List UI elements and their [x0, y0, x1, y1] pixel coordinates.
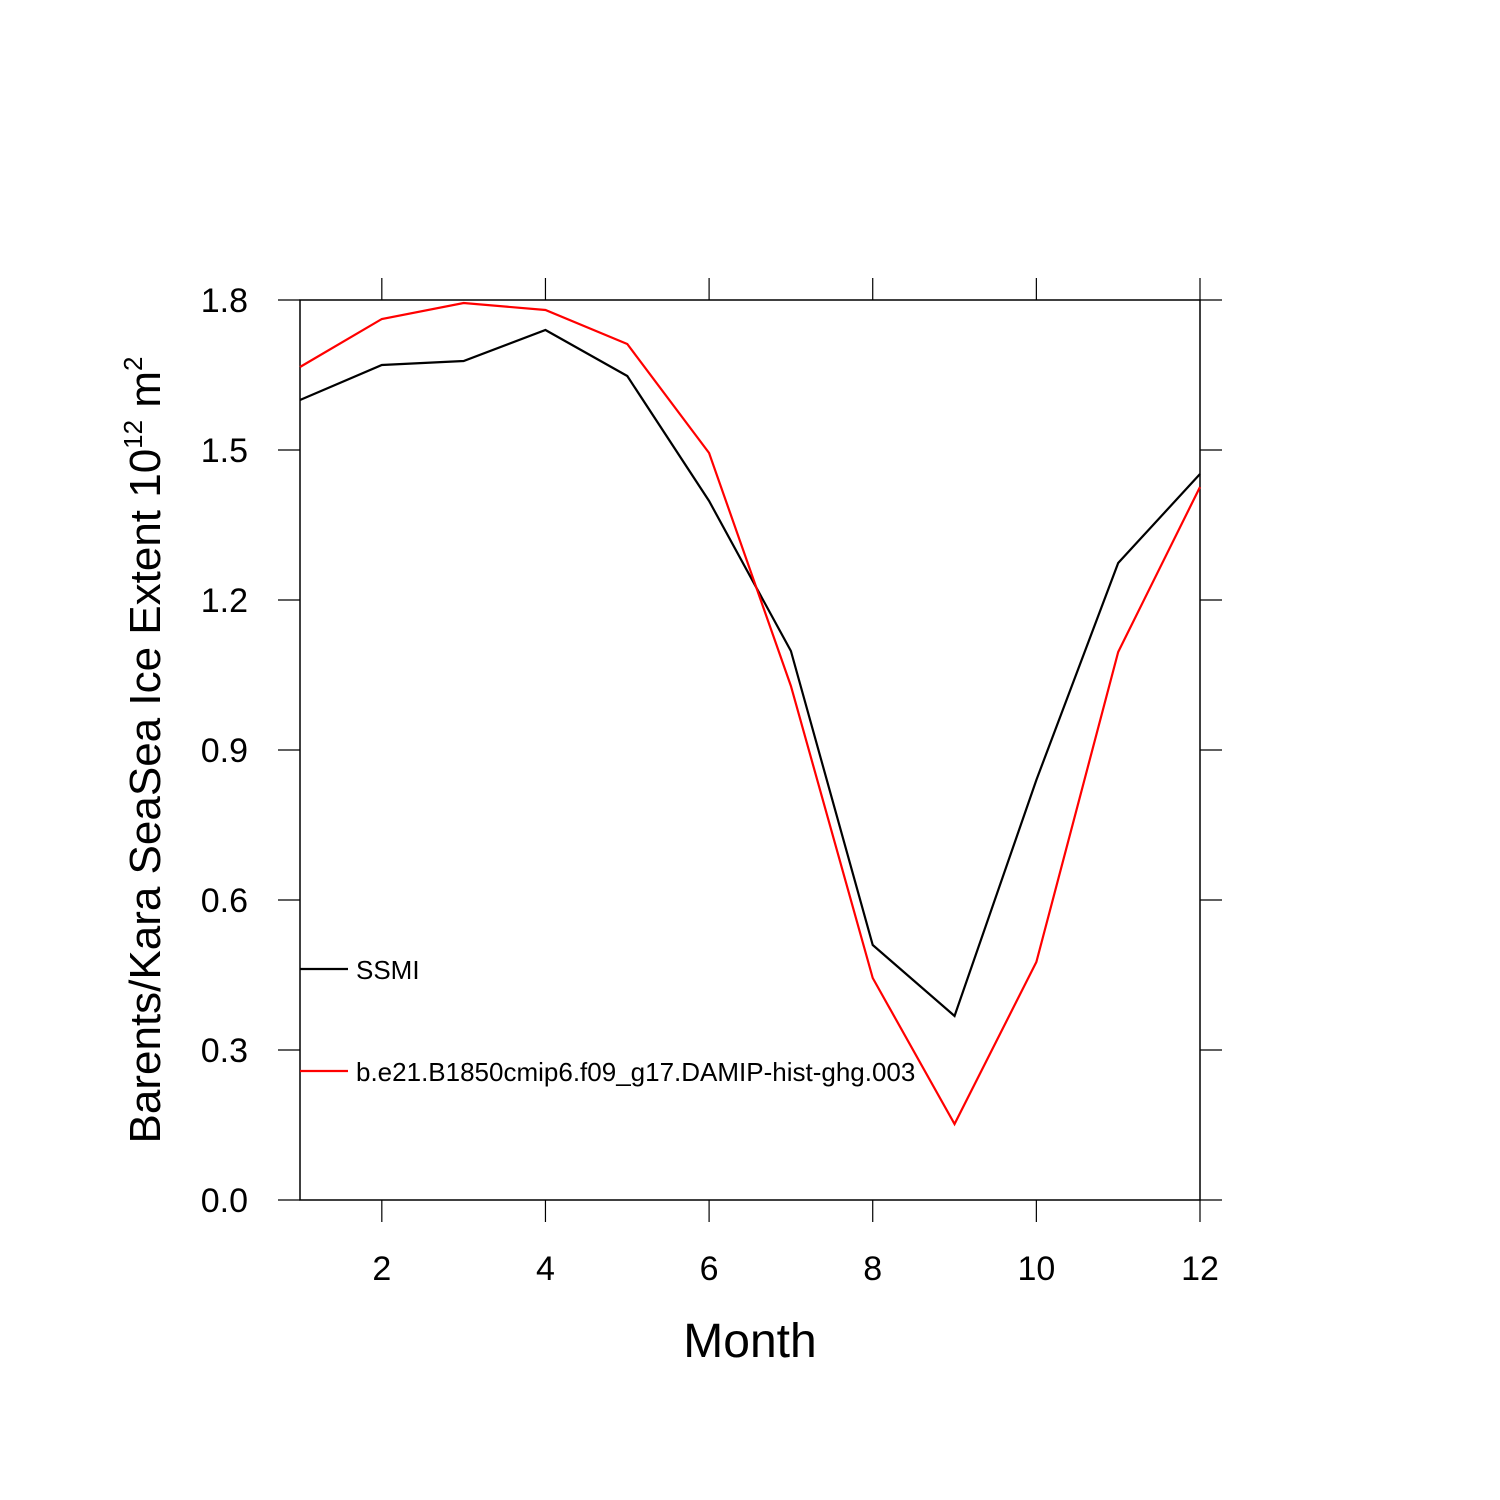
- x-tick-label: 12: [1181, 1250, 1219, 1288]
- y-axis-label-superscript: 12: [118, 420, 148, 449]
- y-axis-label-part: m: [121, 371, 170, 420]
- data-line: [299, 301, 1201, 1127]
- x-axis-label: Month: [683, 1315, 816, 1368]
- y-tick-label: 0.6: [201, 882, 248, 920]
- y-axis-label: Barents/Kara SeaSea Ice Extent 1012 m2: [118, 357, 170, 1144]
- y-tick-label: 1.2: [201, 582, 248, 620]
- x-tick-label: 6: [700, 1250, 719, 1288]
- y-tick-label: 1.5: [201, 432, 248, 470]
- x-tick-label: 2: [372, 1250, 391, 1288]
- x-tick-label: 8: [863, 1250, 882, 1288]
- x-tick-label: 4: [536, 1250, 555, 1288]
- legend-label: SSMI: [356, 955, 420, 985]
- y-tick-label: 0.3: [201, 1032, 248, 1070]
- y-tick-label: 0.9: [201, 732, 248, 770]
- y-axis-label-part: Barents/Kara SeaSea Ice Extent 10: [121, 449, 170, 1144]
- y-tick-label: 0.0: [201, 1182, 248, 1220]
- x-tick-label: 10: [1017, 1250, 1055, 1288]
- data-line: [299, 328, 1201, 1018]
- y-tick-label: 1.8: [201, 282, 248, 320]
- legend-label: b.e21.B1850cmip6.f09_g17.DAMIP-hist-ghg.…: [356, 1057, 915, 1087]
- y-axis-label-superscript: 2: [118, 357, 148, 371]
